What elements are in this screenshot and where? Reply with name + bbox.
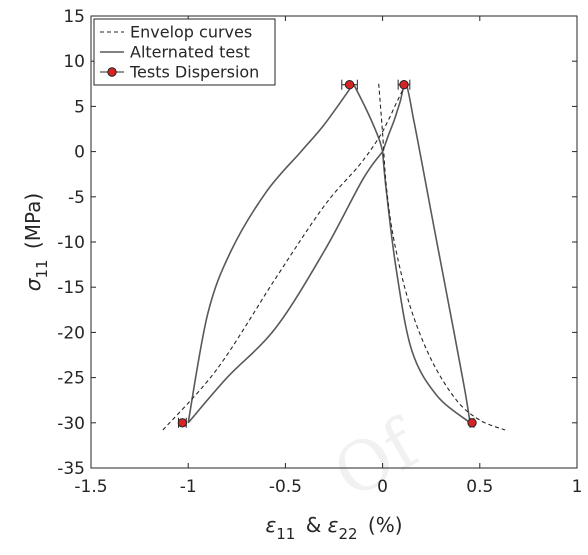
- y-tick-label: 10: [63, 52, 85, 72]
- x-tick-label: 0: [377, 477, 388, 497]
- series-layer: [162, 79, 506, 431]
- dispersion-point-2: [397, 79, 411, 90]
- y-tick-label: -30: [57, 414, 85, 434]
- y-tick-label: -10: [57, 233, 85, 253]
- alternated-test-curve-1: [381, 82, 471, 423]
- watermark-text: Of: [321, 403, 435, 514]
- watermark-layer: Of: [321, 403, 435, 514]
- legend-entry-2: Alternated test: [100, 43, 250, 62]
- dispersion-marker: [399, 80, 409, 90]
- legend-label: Envelop curves: [130, 23, 252, 42]
- legend-entry-3: Tests Dispersion: [100, 63, 259, 82]
- y-tick-label: -15: [57, 278, 85, 298]
- legend-label: Tests Dispersion: [129, 63, 259, 82]
- y-tick-label: 15: [63, 7, 85, 27]
- dispersion-point-4: [467, 417, 477, 428]
- dispersion-point-1: [341, 79, 358, 90]
- alternated-test-curve-3: [187, 151, 384, 424]
- y-tick-label: 5: [74, 97, 85, 117]
- x-tick-label: -1.5: [74, 477, 107, 497]
- y-tick-label: 0: [74, 143, 85, 163]
- legend-box: [93, 18, 276, 86]
- dispersion-marker: [177, 418, 188, 428]
- x-tick-label: -1: [180, 477, 197, 497]
- x-tick-label: -0.5: [269, 477, 302, 497]
- alternated-test-curve-5: [352, 83, 384, 152]
- envelop-curve-1: [162, 83, 407, 431]
- y-tick-label: -20: [57, 323, 85, 343]
- x-axis-label: ε11 & ε22 (%): [265, 513, 402, 543]
- legend-marker: [107, 67, 117, 77]
- y-tick-label: -35: [57, 459, 85, 479]
- dispersion-point-3: [177, 417, 188, 428]
- envelop-curve-2: [378, 83, 506, 431]
- y-tick-label: -25: [57, 369, 85, 389]
- dispersion-marker: [467, 418, 477, 428]
- dispersion-marker: [344, 80, 355, 90]
- alternated-test-curve-2: [381, 151, 471, 424]
- y-tick-label: -5: [68, 188, 85, 208]
- alternated-test-curve-4: [187, 83, 355, 423]
- axis-layer: -1.5 -1 -0.5 0 0.5 1 15 10 5 0 -5 -10 -15 -20 -25 -30 -3…: [21, 7, 582, 543]
- legend-entry-1: Envelop curves: [100, 23, 252, 42]
- legend-label: Alternated test: [130, 43, 250, 62]
- x-tick-label: 0.5: [466, 477, 493, 497]
- y-axis-label: σ11 (MPa): [21, 193, 51, 291]
- x-tick-label: 1: [572, 477, 583, 497]
